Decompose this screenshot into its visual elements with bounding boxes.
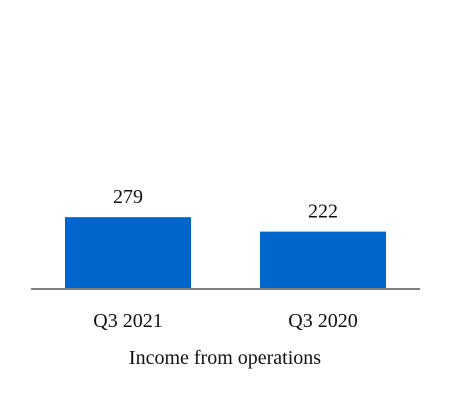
bars-group [65,217,386,288]
x-tick-label: Q3 2020 [288,310,357,332]
labels-group: 279 Q3 2021 222 Q3 2020 [93,186,357,332]
bar-q3-2020 [260,231,386,288]
x-axis-title: Income from operations [129,347,321,369]
data-label: 222 [308,201,338,223]
x-tick-label: Q3 2021 [93,310,162,332]
bar-q3-2021 [65,217,191,288]
data-label: 279 [113,186,143,208]
